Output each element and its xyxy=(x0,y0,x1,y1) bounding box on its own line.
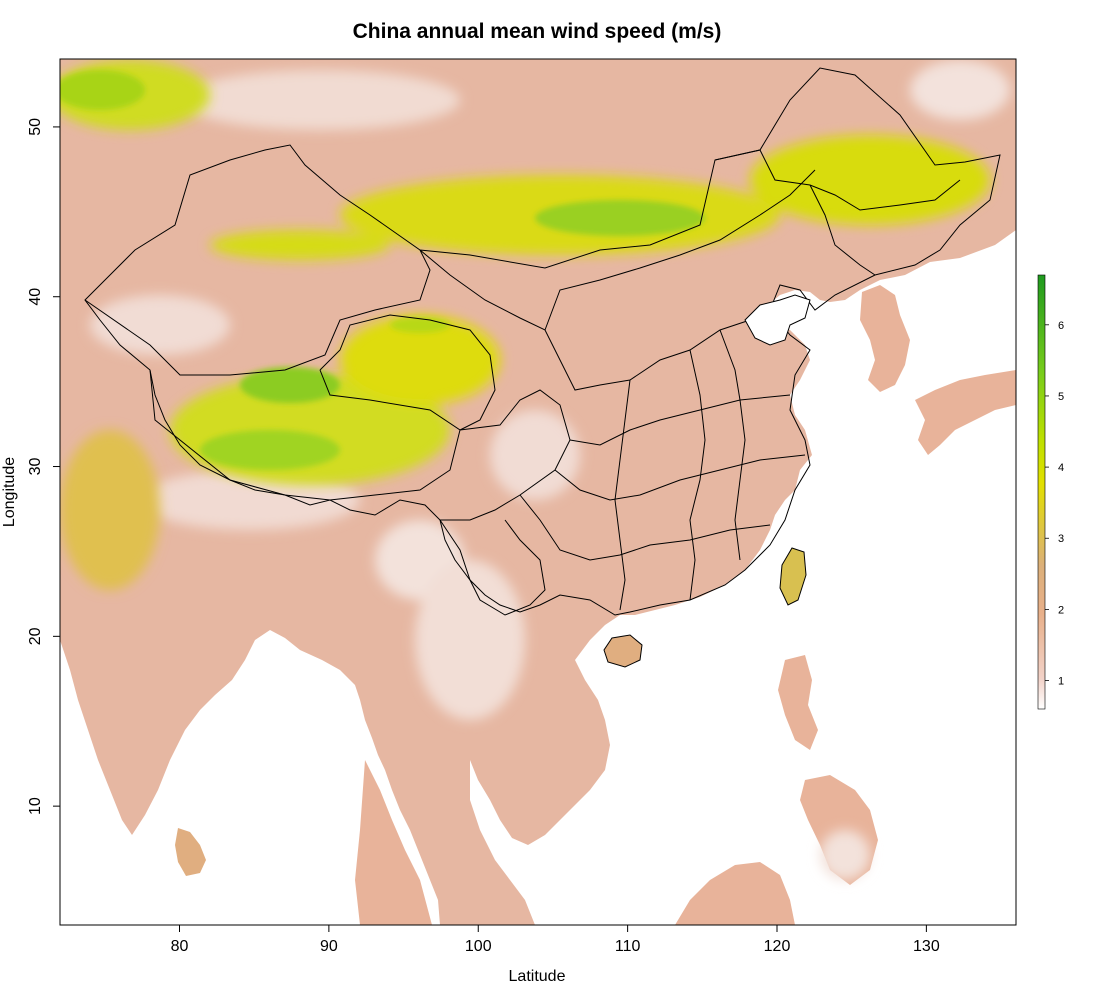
border-qinghai xyxy=(319,314,496,431)
wind-raster-map xyxy=(60,59,1016,925)
border-tibet xyxy=(149,369,461,501)
border-central-3 xyxy=(554,454,806,501)
high-wind-zones xyxy=(60,70,705,470)
x-axis: 80 90 100 110 120 130 xyxy=(171,925,940,955)
land-philippines-luzon xyxy=(778,655,818,750)
colorbar-tick-label: 1 xyxy=(1058,676,1064,688)
border-south-1 xyxy=(519,494,771,561)
x-axis-label: Latitude xyxy=(509,968,566,985)
land-taiwan xyxy=(780,548,806,605)
colorbar-tick-label: 2 xyxy=(1058,604,1064,616)
border-northeast xyxy=(809,184,876,276)
china-borders xyxy=(84,67,1001,668)
land-borneo-palawan xyxy=(675,862,795,925)
border-south-2 xyxy=(614,379,631,611)
plot-frame xyxy=(59,58,1017,926)
y-tick-label: 40 xyxy=(27,288,44,306)
y-tick-label: 20 xyxy=(27,627,44,645)
land-malay-sumatra xyxy=(355,760,432,925)
y-axis: 10 20 30 40 50 xyxy=(27,118,60,815)
colorbar-scale xyxy=(1037,274,1046,710)
border-east-1 xyxy=(719,329,746,561)
x-tick-label: 90 xyxy=(320,938,338,955)
colorbar-tick-label: 4 xyxy=(1058,462,1064,474)
china-outline xyxy=(84,67,1001,616)
y-tick-label: 10 xyxy=(27,797,44,815)
border-taiwan xyxy=(779,547,807,606)
land-japan xyxy=(915,370,1016,455)
colorbar-tick-label: 6 xyxy=(1058,320,1064,332)
border-inner-mongolia-north xyxy=(714,149,961,211)
border-yunnan xyxy=(439,519,546,616)
colorbar-ticks: 1 2 3 4 5 6 xyxy=(1045,320,1064,688)
low-wind-zones xyxy=(90,60,1010,880)
border-central-1 xyxy=(544,309,771,391)
border-xinjiang xyxy=(84,249,431,376)
border-south-3 xyxy=(689,349,706,601)
x-tick-label: 100 xyxy=(465,938,492,955)
y-tick-label: 50 xyxy=(27,118,44,136)
x-tick-label: 110 xyxy=(615,938,641,955)
land-hainan xyxy=(604,635,642,667)
y-tick-label: 30 xyxy=(27,458,44,476)
land-sri-lanka xyxy=(175,828,206,876)
x-tick-label: 80 xyxy=(171,938,189,955)
bohai-sea xyxy=(744,294,811,346)
land-korea xyxy=(860,285,910,392)
x-tick-label: 120 xyxy=(764,938,791,955)
colorbar: 1 2 3 4 5 6 xyxy=(1037,274,1064,710)
colorbar-tick-label: 3 xyxy=(1058,533,1064,545)
border-gansu-inner-mongolia xyxy=(419,169,816,331)
y-axis-label: Longitude xyxy=(1,457,18,527)
border-hainan xyxy=(603,634,643,668)
chart-title: China annual mean wind speed (m/s) xyxy=(353,20,722,43)
x-tick-label: 130 xyxy=(913,938,940,955)
colorbar-tick-label: 5 xyxy=(1058,391,1064,403)
